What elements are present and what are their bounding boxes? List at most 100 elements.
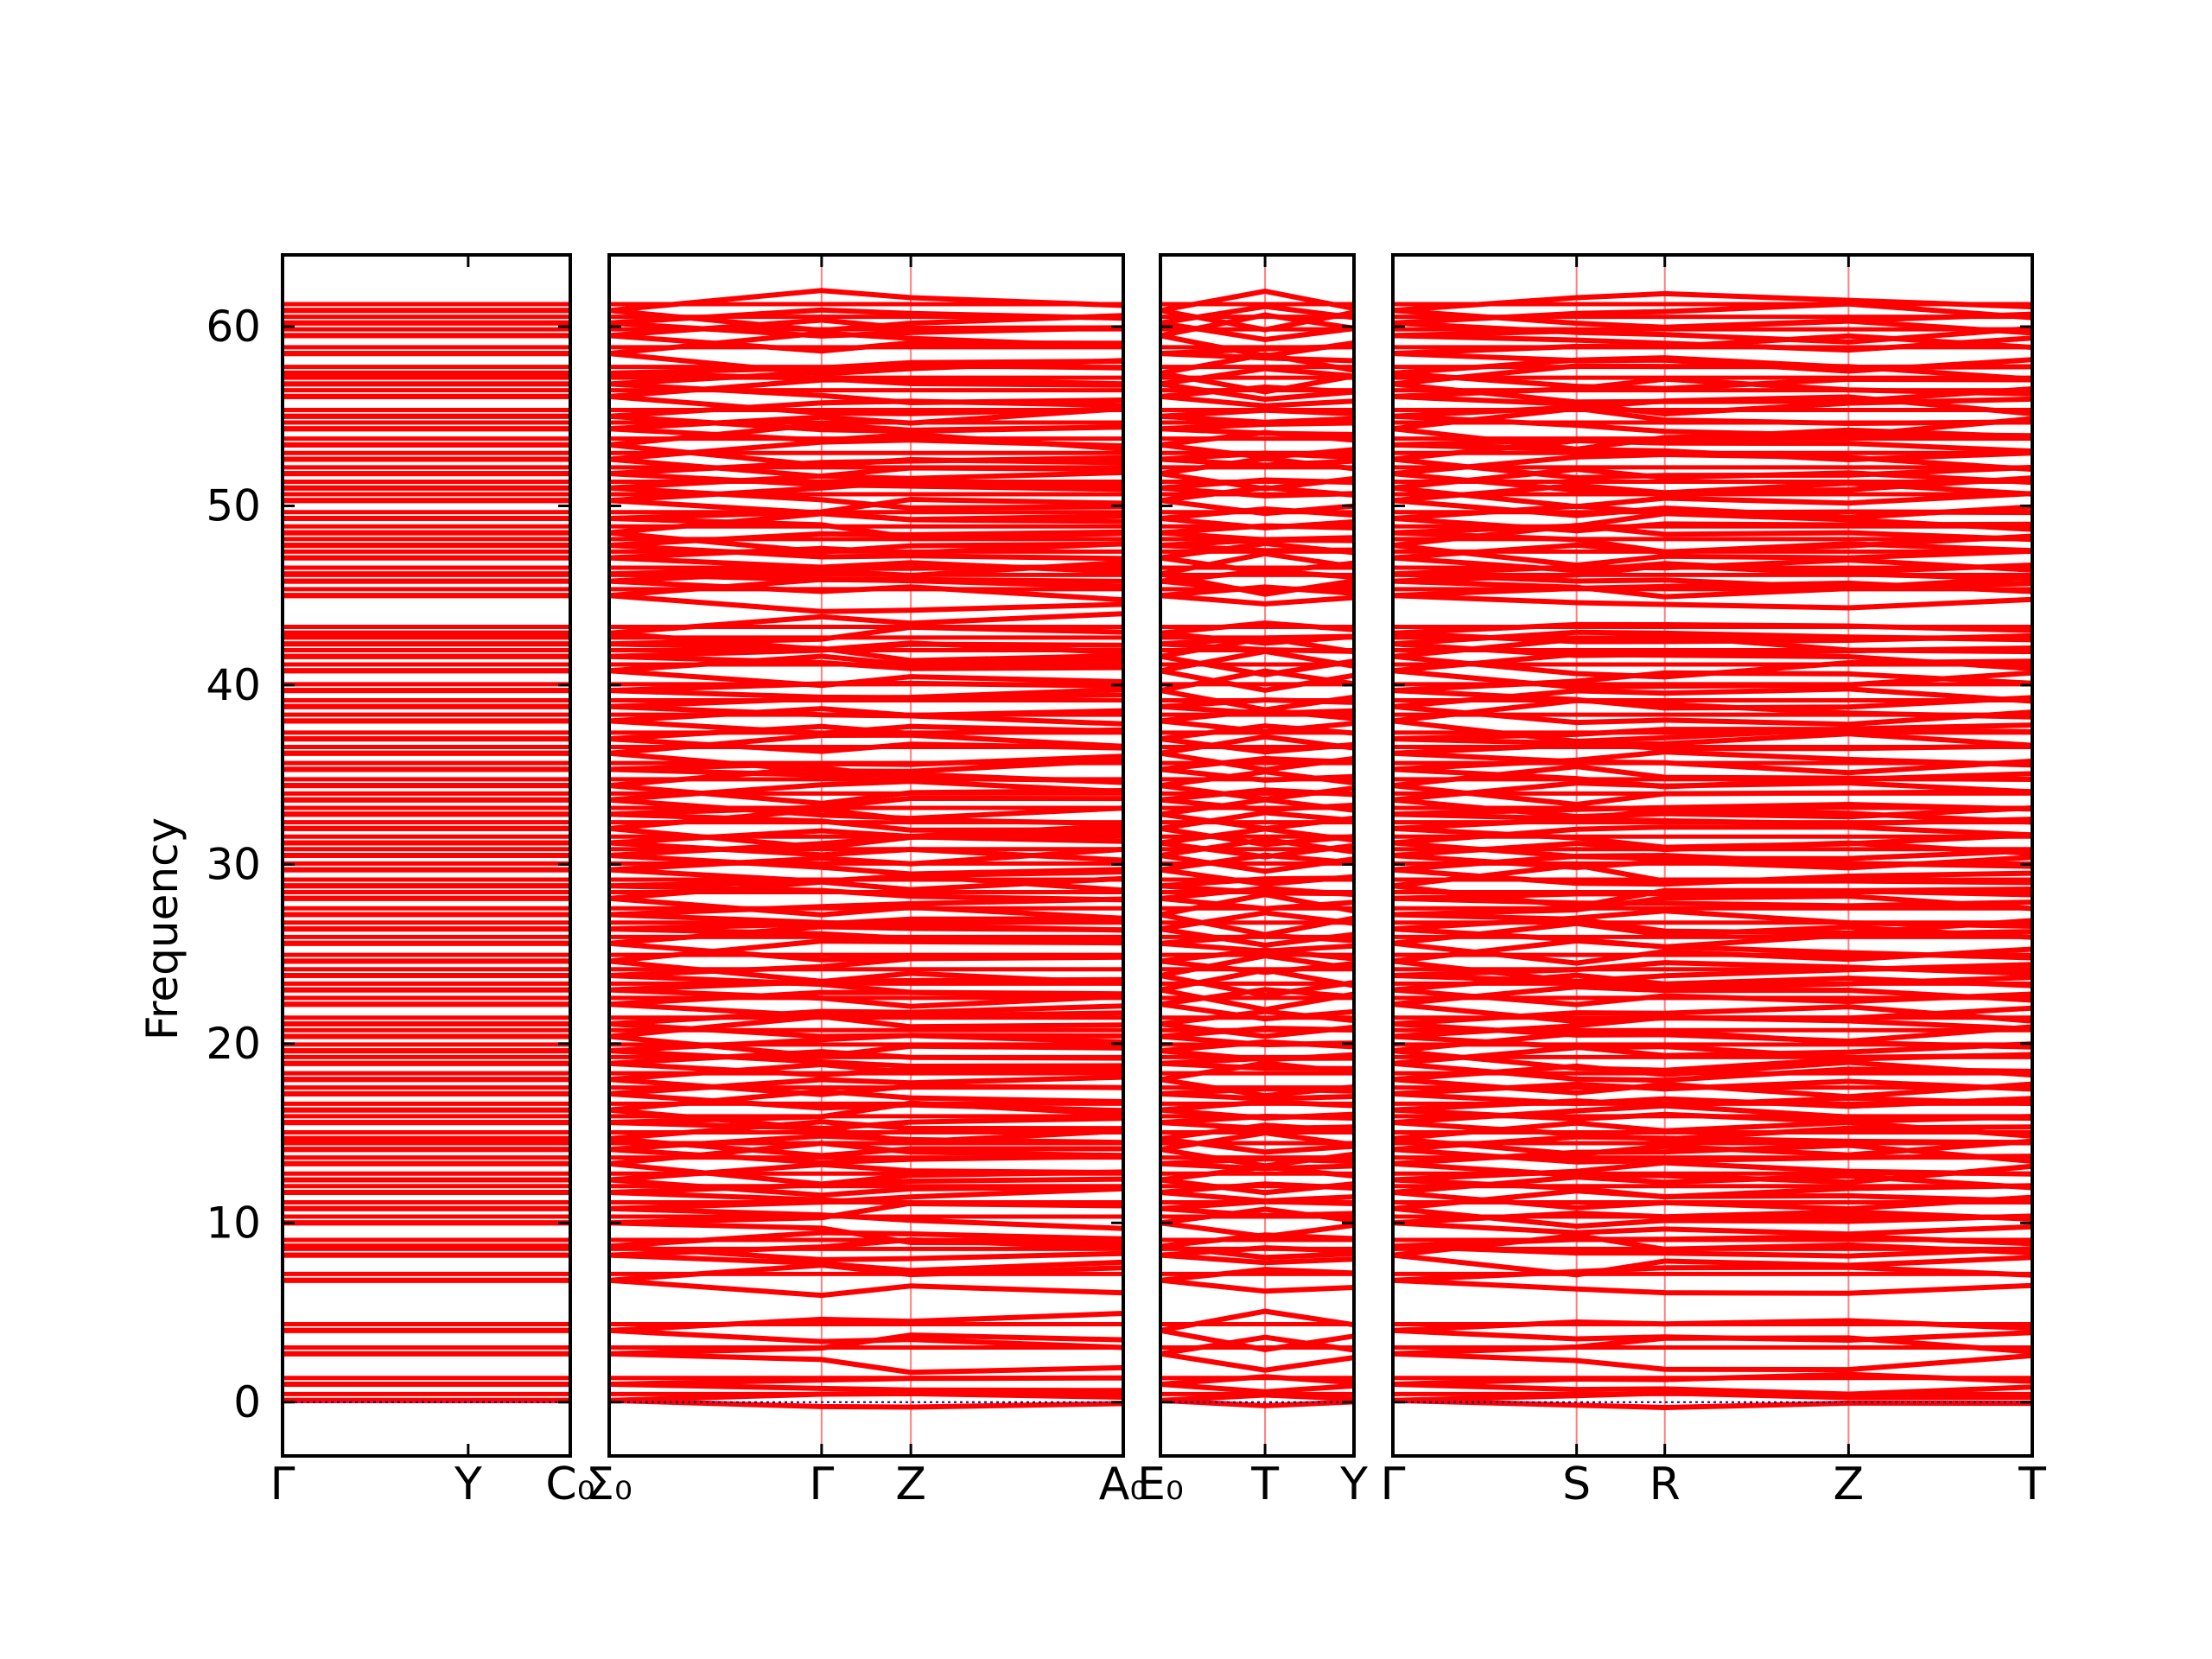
band-line	[608, 867, 1124, 893]
band-line	[1160, 1277, 1355, 1294]
band-line	[608, 370, 1124, 388]
q-point-label: Y	[454, 1459, 482, 1510]
band-line	[608, 840, 1124, 863]
band-line	[608, 333, 1124, 354]
band-line	[608, 795, 1124, 817]
band-line	[608, 1252, 1124, 1274]
band-line	[608, 456, 1124, 481]
q-point-label: S	[1562, 1459, 1591, 1510]
band-line	[1160, 1351, 1355, 1373]
q-point-label: Z	[1834, 1459, 1865, 1510]
y-tick-label: 50	[206, 480, 261, 531]
band-line	[608, 1014, 1124, 1039]
band-line	[608, 1120, 1124, 1145]
band-line	[608, 555, 1124, 575]
band-line	[608, 1021, 1124, 1045]
y-tick-label: 20	[206, 1019, 261, 1069]
band-line	[608, 825, 1124, 850]
band-line	[608, 498, 1124, 523]
band-line	[608, 530, 1124, 555]
band-line	[1392, 1397, 2033, 1411]
band-line	[608, 471, 1124, 493]
y-tick-label: 0	[233, 1377, 261, 1427]
band-line	[1160, 1382, 1355, 1395]
band-line	[608, 783, 1124, 806]
band-line	[608, 1205, 1124, 1231]
band-line	[608, 1001, 1124, 1019]
band-line	[608, 883, 1124, 903]
band-line	[608, 1190, 1124, 1209]
band-line	[1392, 1351, 2033, 1373]
band-line	[608, 940, 1124, 963]
q-point-label: Γ	[270, 1459, 296, 1510]
band-line	[608, 718, 1124, 736]
band-line	[608, 703, 1124, 727]
band-line	[608, 320, 1124, 339]
q-point-label: E₀	[1137, 1459, 1184, 1510]
band-line	[608, 1382, 1124, 1394]
q-point-label: T	[2018, 1459, 2046, 1510]
band-line	[608, 1077, 1124, 1097]
band-line	[1160, 593, 1355, 607]
band-line	[608, 351, 1124, 377]
y-tick-label: 10	[206, 1198, 261, 1248]
band-line	[608, 1135, 1123, 1159]
band-line	[1392, 593, 2033, 611]
panel-frame	[1391, 253, 2034, 1458]
band-line	[608, 987, 1124, 1009]
band-line	[608, 912, 1124, 933]
q-point-label: T	[1250, 1459, 1279, 1510]
band-line	[608, 973, 1124, 997]
band-line	[608, 958, 1124, 984]
band-line	[608, 413, 1124, 435]
band-line	[608, 1397, 1124, 1410]
band-line	[608, 811, 1124, 833]
q-point-label: Z	[895, 1459, 926, 1510]
panel-frame	[281, 253, 572, 1458]
band-line	[608, 688, 1124, 701]
band-line	[608, 1147, 1124, 1166]
band-line	[608, 485, 1124, 511]
band-line	[1160, 1397, 1355, 1408]
y-axis: 0 10 20 30 40 50 60	[206, 302, 261, 1427]
band-line	[1392, 1327, 2033, 1344]
panel-3: E₀ T Y	[1137, 253, 1368, 1510]
panel-frame	[607, 253, 1125, 1458]
band-line	[608, 1277, 1124, 1299]
band-line	[1160, 1220, 1355, 1240]
band-line	[608, 736, 1124, 754]
y-tick-label: 60	[206, 302, 261, 352]
band-line	[608, 1033, 1124, 1059]
band-line	[608, 1220, 1124, 1246]
q-point-label: C₀	[545, 1459, 594, 1510]
band-line	[608, 1160, 1124, 1187]
band-line	[608, 653, 1124, 671]
band-line	[608, 668, 1124, 689]
y-tick-label: 40	[206, 660, 261, 710]
y-tick-label: 30	[206, 839, 261, 889]
band-line	[608, 543, 1124, 562]
band-line	[608, 571, 1124, 584]
band-line	[608, 1048, 1124, 1070]
q-point-label: Σ₀	[586, 1459, 632, 1510]
band-line	[608, 926, 1124, 942]
band-line	[608, 1177, 1124, 1198]
band-line	[1392, 1277, 2033, 1296]
band-line	[608, 1090, 1124, 1114]
y-axis-label: Frequency	[137, 817, 188, 1040]
band-line	[608, 593, 1124, 614]
band-line	[608, 641, 1124, 664]
band-line	[608, 766, 1124, 785]
band-line	[608, 630, 1124, 656]
band-line	[608, 1351, 1124, 1376]
q-point-label: Γ	[809, 1459, 834, 1510]
panel-frame	[1159, 253, 1356, 1458]
band-line	[1160, 426, 1355, 437]
band-line	[608, 895, 1124, 921]
band-line	[608, 896, 1124, 918]
q-point-label: Y	[1339, 1459, 1368, 1510]
q-point-label: R	[1649, 1459, 1681, 1510]
